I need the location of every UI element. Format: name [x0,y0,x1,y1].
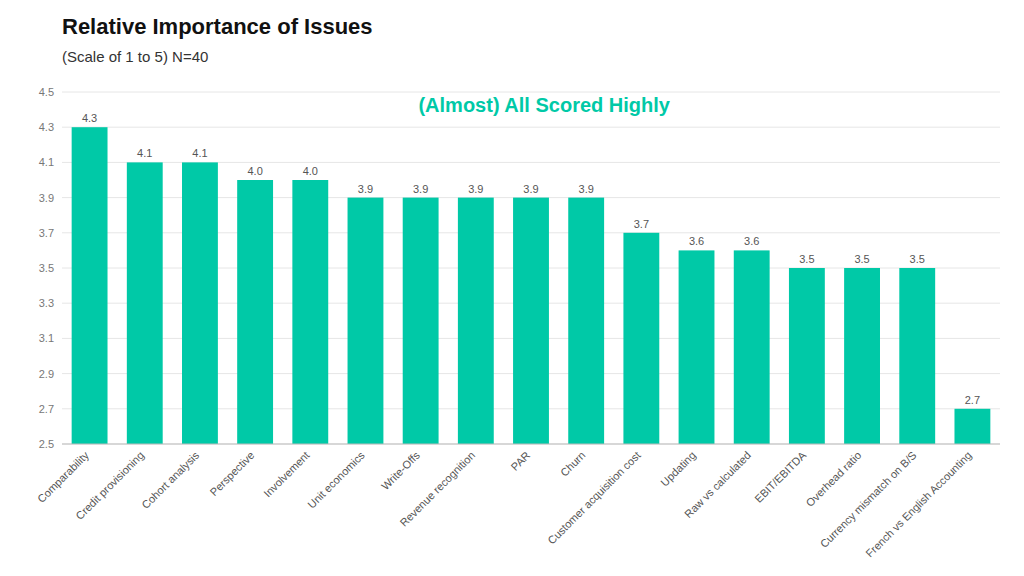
x-tick-label: Perspective [207,449,256,498]
y-tick-label: 2.7 [39,403,54,415]
data-label: 3.9 [358,183,373,195]
y-tick-label: 3.9 [39,192,54,204]
subtitle: (Scale of 1 to 5) N=40 [62,48,208,65]
x-tick-label: EBIT/EBITDA [752,448,808,504]
y-tick-label: 2.5 [39,438,54,450]
bar [734,250,770,444]
y-tick-label: 2.9 [39,368,54,380]
data-label: 3.9 [468,183,483,195]
bar [623,233,659,444]
y-tick-label: 3.7 [39,227,54,239]
x-tick-label: Updating [658,449,698,489]
bar [182,162,218,444]
y-tick-label: 3.1 [39,332,54,344]
x-tick-label: Cohort analysis [139,449,201,511]
x-tick-label: Write-Offs [379,449,423,493]
data-label: 4.1 [192,147,207,159]
bar [789,268,825,444]
x-tick-label: Comparability [35,449,91,505]
y-tick-label: 4.3 [39,121,54,133]
x-tick-label: Currency mismatch on B/S [818,449,919,550]
page: {"chart_data": {"type": "bar", "title": … [0,0,1024,576]
bar [679,250,715,444]
grid-line [62,92,1000,93]
data-label: 3.5 [910,253,925,265]
y-tick-label: 3.5 [39,262,54,274]
title: Relative Importance of Issues [62,14,373,39]
x-tick-label: Overhead ratio [804,449,864,509]
bar [899,268,935,444]
x-axis-line [62,444,1000,445]
data-label: 3.6 [689,235,704,247]
data-label: 3.7 [634,218,649,230]
data-label: 3.5 [854,253,869,265]
chart-svg: 2.52.72.93.13.33.53.73.94.14.34.54.34.14… [0,0,1024,576]
bar [72,127,108,444]
bar [127,162,163,444]
bar [458,198,494,444]
data-label: 2.7 [965,394,980,406]
data-label: 3.9 [579,183,594,195]
data-label: 3.6 [744,235,759,247]
x-tick-label: Customer acquisition cost [545,449,643,547]
y-axis: 2.5 2.7 2.9 3.1 3.3 3.5 3.7 3.9 4.1 4.3 4.5 [39,86,1000,450]
bar [513,198,549,444]
grid-line [62,127,1000,128]
x-tick-label: PAR [509,449,533,473]
data-label: 4.1 [137,147,152,159]
x-tick-label: Revenue recognition [397,449,477,529]
annotation: (Almost) All Scored Highly [418,94,670,116]
bar [403,198,439,444]
bar [954,409,990,444]
data-label: 4.3 [82,112,97,124]
bar [348,198,384,444]
x-tick-label: Credit provisioning [73,449,146,522]
y-tick-label: 4.5 [39,86,54,98]
x-tick-label: French vs English Accounting [863,449,974,560]
bar [568,198,604,444]
bars [72,127,991,444]
bar [292,180,328,444]
bar [844,268,880,444]
data-label: 3.9 [413,183,428,195]
data-label: 3.9 [523,183,538,195]
x-tick-label: Raw vs calculated [682,449,753,520]
y-tick-label: 3.3 [39,297,54,309]
bar [237,180,273,444]
data-label: 4.0 [247,165,262,177]
data-label: 3.5 [799,253,814,265]
x-axis: ComparabilityCredit provisioningCohort a… [35,448,974,559]
x-tick-label: Involvement [261,449,311,499]
y-tick-label: 4.1 [39,156,54,168]
data-label: 4.0 [303,165,318,177]
chart-container: 2.52.72.93.13.33.53.73.94.14.34.54.34.14… [0,0,1024,576]
x-tick-label: Churn [558,449,588,479]
grid-line [62,444,1000,445]
x-tick-label: Unit economics [305,449,367,511]
data-labels: 4.3 4.1 4.1 4.0 4.0 3.9 3.9 3.9 3.9 3.9 3.7 3.6 3.6 3… [82,112,980,406]
